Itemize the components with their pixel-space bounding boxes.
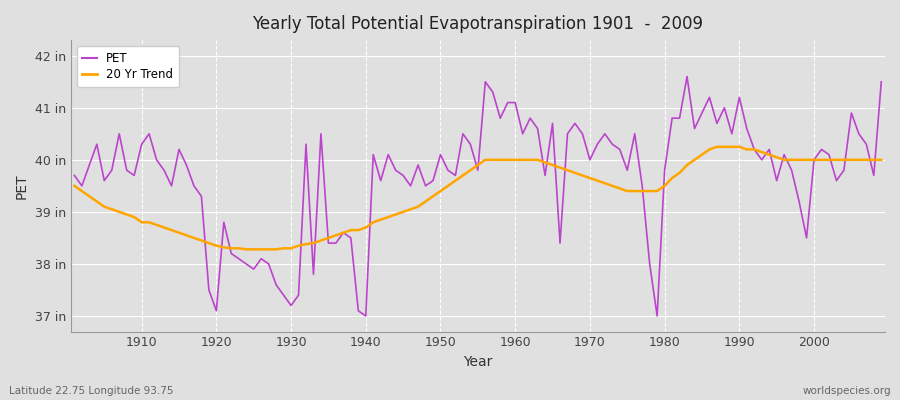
Y-axis label: PET: PET <box>15 173 29 199</box>
Text: worldspecies.org: worldspecies.org <box>803 386 891 396</box>
Text: Latitude 22.75 Longitude 93.75: Latitude 22.75 Longitude 93.75 <box>9 386 174 396</box>
Title: Yearly Total Potential Evapotranspiration 1901  -  2009: Yearly Total Potential Evapotranspiratio… <box>252 15 703 33</box>
X-axis label: Year: Year <box>464 355 492 369</box>
Legend: PET, 20 Yr Trend: PET, 20 Yr Trend <box>76 46 179 87</box>
